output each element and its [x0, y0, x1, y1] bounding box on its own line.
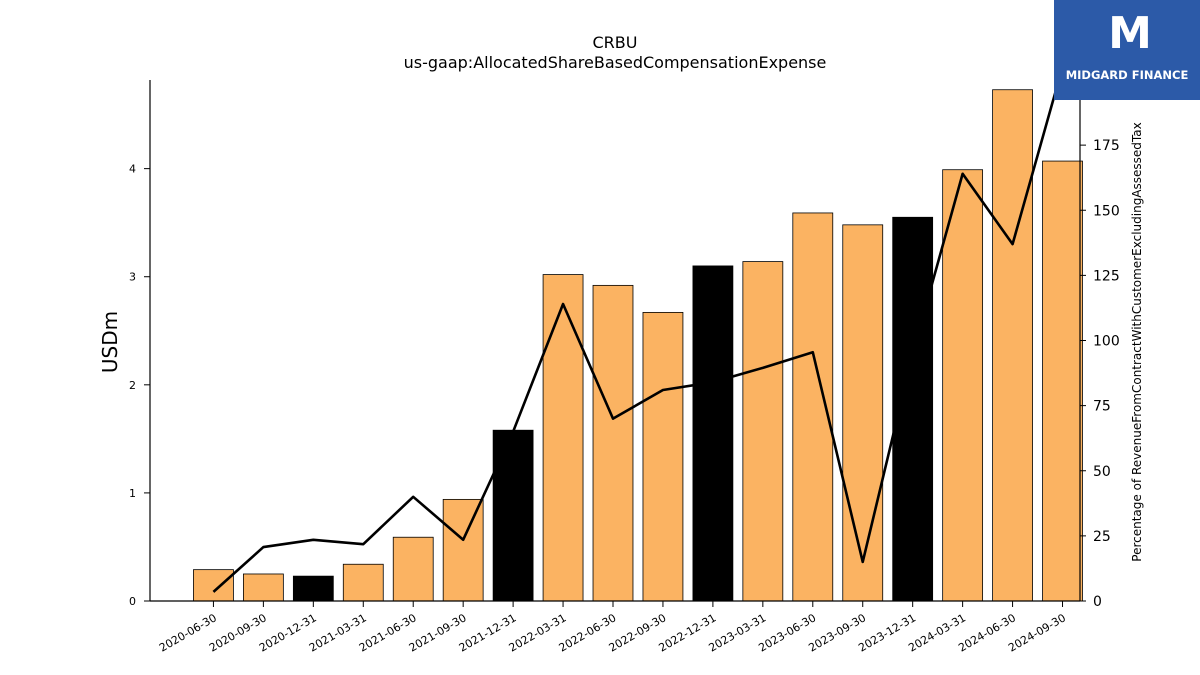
- chart-subtitle: us-gaap:AllocatedShareBasedCompensationE…: [404, 53, 827, 72]
- bars-group: [193, 89, 1083, 602]
- y-tick-label: 2: [129, 379, 136, 392]
- midgard-finance-logo: M MIDGARD FINANCE: [1054, 0, 1200, 100]
- y-axis-label: USDm: [98, 311, 122, 373]
- y-tick-label: 3: [129, 271, 136, 284]
- line-series: [212, 80, 1061, 593]
- y2-tick-label: 0: [1093, 594, 1102, 610]
- y-tick-label: 4: [129, 163, 136, 176]
- y2-tick-label: 100: [1093, 334, 1120, 350]
- bar-2020-06-30: [193, 569, 234, 602]
- y2-axis-label: Percentage of RevenueFromContractWithCus…: [1130, 122, 1144, 561]
- bar-2022-12-31: [692, 265, 734, 602]
- bar-2021-03-31: [342, 563, 384, 602]
- logo-mark-icon: M: [1108, 8, 1152, 59]
- y2-tick-label: 150: [1093, 203, 1120, 219]
- bar-2022-09-30: [642, 311, 684, 602]
- y2-tick-label: 175: [1093, 138, 1120, 154]
- bar-2024-06-30: [992, 89, 1033, 602]
- bar-2022-06-30: [592, 284, 634, 602]
- y-tick-label: 1: [129, 487, 136, 500]
- bar-2023-09-30: [842, 224, 884, 602]
- bar-2022-03-31: [542, 274, 584, 602]
- logo-brand-text: MIDGARD FINANCE: [1065, 68, 1189, 82]
- bar-2024-09-30: [1042, 160, 1083, 602]
- bar-2021-09-30: [442, 498, 484, 602]
- y-tick-label: 0: [129, 595, 136, 608]
- bar-2023-03-31: [742, 261, 784, 602]
- bar-2020-12-31: [292, 575, 334, 602]
- bar-2024-03-31: [942, 169, 984, 602]
- y2-tick-label: 125: [1093, 268, 1120, 284]
- y2-tick-label: 25: [1093, 529, 1111, 545]
- y2-tick-label: 75: [1093, 399, 1111, 415]
- line-group: [212, 80, 1061, 593]
- bar-2021-12-31: [492, 429, 534, 602]
- bar-2021-06-30: [392, 536, 434, 602]
- y2-tick-label: 50: [1093, 464, 1111, 480]
- x-tick-label: 2024-09-30: [1006, 611, 1068, 654]
- bar-2020-09-30: [242, 573, 284, 602]
- chart-title: CRBU: [593, 33, 638, 52]
